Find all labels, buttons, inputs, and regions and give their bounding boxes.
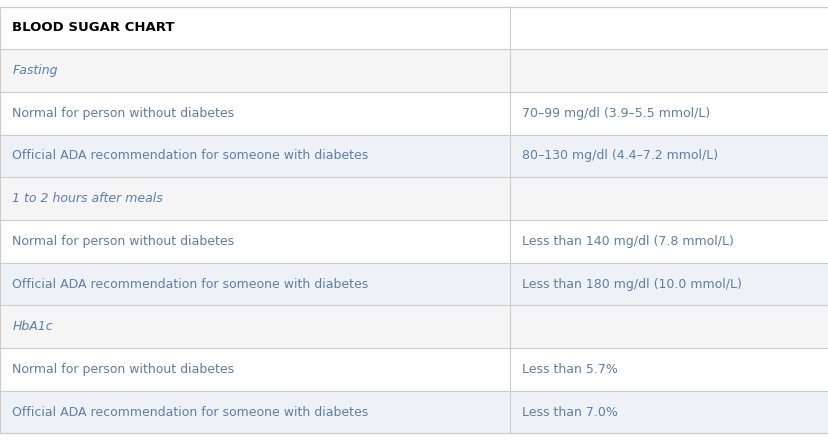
Bar bbox=[509, 7, 828, 49]
Bar bbox=[0, 220, 509, 263]
Text: Less than 7.0%: Less than 7.0% bbox=[522, 406, 618, 418]
Bar bbox=[0, 49, 509, 92]
Bar bbox=[509, 49, 828, 92]
Bar bbox=[0, 305, 509, 348]
Text: Normal for person without diabetes: Normal for person without diabetes bbox=[12, 363, 234, 376]
Text: BLOOD SUGAR CHART: BLOOD SUGAR CHART bbox=[12, 22, 175, 34]
Bar bbox=[0, 92, 509, 135]
Bar bbox=[509, 263, 828, 305]
Text: Official ADA recommendation for someone with diabetes: Official ADA recommendation for someone … bbox=[12, 406, 368, 418]
Bar bbox=[0, 348, 509, 391]
Text: 1 to 2 hours after meals: 1 to 2 hours after meals bbox=[12, 192, 163, 205]
Bar bbox=[509, 177, 828, 220]
Text: Less than 180 mg/dl (10.0 mmol/L): Less than 180 mg/dl (10.0 mmol/L) bbox=[522, 278, 741, 290]
Bar bbox=[0, 263, 509, 305]
Text: Less than 5.7%: Less than 5.7% bbox=[522, 363, 618, 376]
Bar bbox=[0, 177, 509, 220]
Text: Official ADA recommendation for someone with diabetes: Official ADA recommendation for someone … bbox=[12, 278, 368, 290]
Bar bbox=[509, 135, 828, 177]
Text: Normal for person without diabetes: Normal for person without diabetes bbox=[12, 107, 234, 120]
Text: 80–130 mg/dl (4.4–7.2 mmol/L): 80–130 mg/dl (4.4–7.2 mmol/L) bbox=[522, 150, 718, 162]
Text: Normal for person without diabetes: Normal for person without diabetes bbox=[12, 235, 234, 248]
Bar bbox=[509, 391, 828, 433]
Text: Less than 140 mg/dl (7.8 mmol/L): Less than 140 mg/dl (7.8 mmol/L) bbox=[522, 235, 734, 248]
Text: HbA1c: HbA1c bbox=[12, 320, 53, 333]
Text: Official ADA recommendation for someone with diabetes: Official ADA recommendation for someone … bbox=[12, 150, 368, 162]
Bar bbox=[509, 92, 828, 135]
Text: 70–99 mg/dl (3.9–5.5 mmol/L): 70–99 mg/dl (3.9–5.5 mmol/L) bbox=[522, 107, 710, 120]
Text: Fasting: Fasting bbox=[12, 64, 58, 77]
Bar bbox=[0, 391, 509, 433]
Bar bbox=[509, 220, 828, 263]
Bar bbox=[0, 7, 509, 49]
Bar bbox=[509, 305, 828, 348]
Bar bbox=[0, 135, 509, 177]
Bar bbox=[509, 348, 828, 391]
